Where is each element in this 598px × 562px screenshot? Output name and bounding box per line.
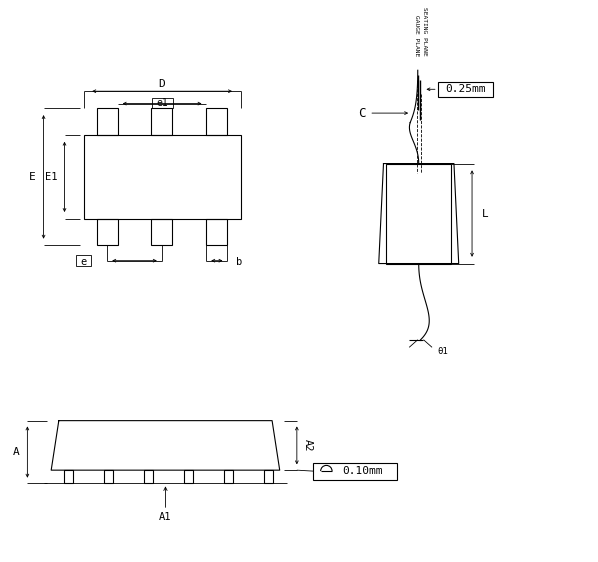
Text: E1: E1 [45,172,58,182]
Bar [151,108,172,135]
Text: GAUGE PLANE: GAUGE PLANE [414,15,419,56]
Bar [206,108,227,135]
Text: θ1: θ1 [438,347,448,356]
Text: A: A [13,447,20,457]
Bar [63,470,73,483]
Text: SEATING PLANE: SEATING PLANE [422,7,427,56]
Text: C: C [358,107,365,120]
Bar [103,470,113,483]
Text: L: L [481,209,489,219]
Bar [76,255,91,266]
Bar [144,470,153,483]
Text: D: D [158,79,166,89]
Bar [224,470,233,483]
Text: A1: A1 [159,512,172,522]
Bar [206,219,227,246]
Text: e1: e1 [156,98,168,108]
Text: 0.25mm: 0.25mm [445,84,486,94]
Text: E: E [29,172,36,182]
Bar [97,108,118,135]
Bar [438,81,493,97]
Bar [152,98,173,108]
Text: A2: A2 [303,439,313,452]
Text: b: b [236,257,242,266]
Bar [84,135,240,219]
Bar [97,219,118,246]
Text: 0.10mm: 0.10mm [342,466,383,476]
Text: e: e [81,257,87,266]
Bar [313,463,397,480]
Bar [184,470,193,483]
Bar [151,219,172,246]
Bar [264,470,273,483]
Bar [386,164,451,264]
